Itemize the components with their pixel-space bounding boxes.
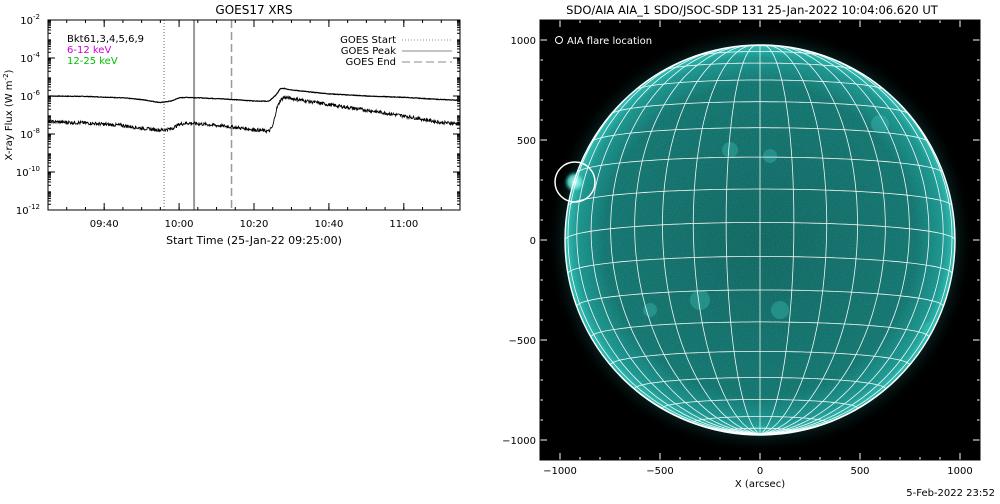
active-region (643, 303, 657, 317)
x-tick-label: 500 (850, 466, 869, 477)
left-ylabel-main: X-ray Flux (W m (4, 80, 15, 160)
series-line-long (48, 87, 460, 104)
grid-longitude-line (576, 51, 761, 435)
grid-longitude-line (759, 44, 828, 435)
left-ylabel-close: ) (4, 69, 15, 73)
x-tick-label: 10:40 (314, 219, 343, 230)
time-legend: GOES Start GOES Peak GOES End (340, 35, 452, 68)
left-xlabel: Start Time (25-Jan-22 09:25:00) (166, 234, 342, 247)
x-tick-label: 1000 (947, 466, 972, 477)
y-tick-mantissa: 10 (20, 92, 33, 103)
y-tick-label: −1000 (502, 436, 536, 447)
y-tick-label: 10-8 (20, 127, 40, 141)
right-title: SDO/AIA AIA_1 SDO/JSOC-SDP 131 25-Jan-20… (566, 3, 939, 17)
y-tick-mantissa: 10 (16, 168, 29, 179)
grid-longitude-line (759, 51, 944, 435)
y-tick-label: 10-2 (20, 13, 40, 27)
y-tick-label: 1000 (511, 36, 536, 47)
grid-longitude-line (610, 45, 761, 435)
aia-legend-marker (555, 36, 563, 44)
left-ylabel: X-ray Flux (W m-2) (2, 69, 15, 160)
active-region (771, 301, 789, 319)
active-region (722, 142, 738, 158)
y-tick-mantissa: 10 (20, 130, 33, 141)
grid-longitude-line (759, 45, 886, 435)
x-tick-label: −1000 (543, 466, 577, 477)
grid-longitude-line (590, 47, 761, 435)
flare-brightening (564, 171, 586, 193)
goes-xrs-panel: GOES17 XRS 10-1210-1010-810-610-410-209:… (2, 3, 461, 247)
solar-limb (564, 44, 956, 436)
flare-location-circle (554, 161, 596, 203)
aia-legend: AIA flare location (555, 36, 652, 47)
grid-longitude-line (567, 66, 761, 435)
grid-longitude-line (759, 45, 910, 435)
y-tick-label: 500 (517, 136, 536, 147)
x-tick-label: 10:00 (165, 219, 194, 230)
channel-legend: Bkt61,3,4,5,6,9 6-12 keV 12-25 keV (67, 34, 144, 67)
y-tick-mantissa: 10 (16, 206, 29, 217)
aia-image-frame (539, 19, 981, 461)
left-ylabel-exp: -2 (2, 73, 10, 80)
legend-channel-12-25: 12-25 keV (67, 56, 118, 67)
y-tick-exponent: -4 (33, 51, 41, 59)
left-title: GOES17 XRS (215, 3, 292, 17)
x-tick-label: −500 (646, 466, 673, 477)
aia-image-panel: SDO/AIA AIA_1 SDO/JSOC-SDP 131 25-Jan-20… (502, 3, 981, 490)
grid-longitude-line (759, 47, 930, 435)
y-tick-exponent: -12 (29, 203, 40, 211)
active-region (871, 115, 889, 133)
grid-longitude-line (662, 44, 761, 435)
legend-channel-6-12: 6-12 keV (67, 45, 111, 56)
x-tick-label: 0 (757, 466, 763, 477)
grid-longitude-line (759, 44, 795, 435)
legend-goes-end: GOES End (346, 57, 396, 68)
series-group (48, 87, 460, 135)
left-plot-frame (47, 19, 461, 211)
y-tick-exponent: -8 (33, 127, 40, 135)
aia-legend-label: AIA flare location (567, 36, 652, 47)
footer-timestamp: 5-Feb-2022 23:52 (906, 488, 995, 499)
legend-goes-start: GOES Start (340, 35, 396, 46)
aia-image: −1000 −500 0 500 1000 −1000 −500 0 500 1000 (502, 20, 980, 477)
active-region (763, 149, 777, 163)
y-tick-label: 10-10 (16, 165, 40, 179)
grid-longitude-line (692, 44, 761, 435)
grid-longitude-line (759, 44, 858, 435)
y-tick-exponent: -10 (29, 165, 40, 173)
y-tick-label: 0 (530, 236, 536, 247)
y-tick-label: −500 (509, 336, 536, 347)
x-tick-label: 09:40 (90, 219, 119, 230)
legend-goes-peak: GOES Peak (341, 46, 396, 57)
grid-longitude-line (759, 66, 953, 435)
legend-channel-bkt: Bkt61,3,4,5,6,9 (67, 34, 144, 45)
active-region (690, 290, 710, 310)
y-tick-mantissa: 10 (20, 16, 33, 27)
grid-longitude-line (634, 45, 761, 435)
x-tick-label: 10:20 (240, 219, 269, 230)
grid-longitude-line (725, 44, 761, 435)
y-tick-label: 10-12 (16, 203, 40, 217)
y-tick-exponent: -2 (33, 13, 40, 21)
y-tick-mantissa: 10 (20, 54, 33, 65)
y-tick-label: 10-4 (20, 51, 40, 65)
x-tick-label: 11:00 (389, 219, 418, 230)
y-tick-exponent: -6 (33, 89, 41, 97)
right-xlabel: X (arcsec) (735, 479, 785, 490)
y-tick-label: 10-6 (20, 89, 40, 103)
series-line-short (48, 94, 460, 135)
